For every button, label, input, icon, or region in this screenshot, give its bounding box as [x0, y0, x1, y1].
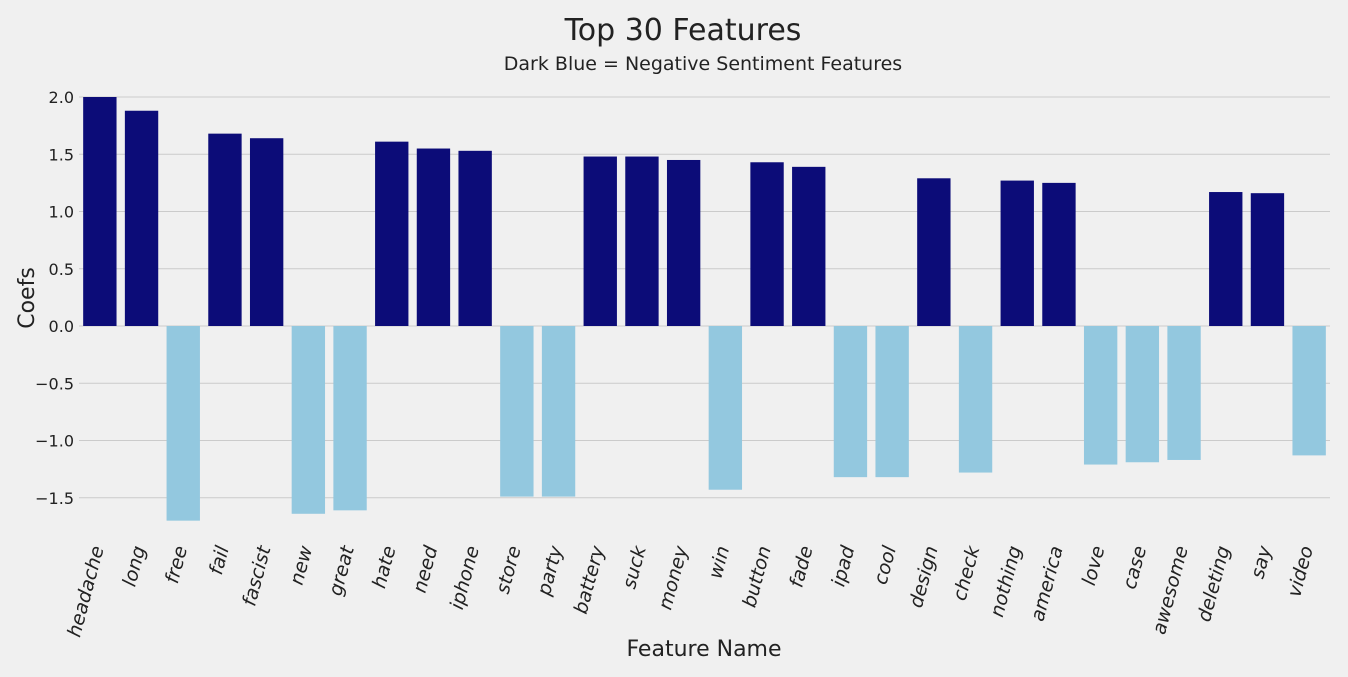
bar-button — [750, 162, 784, 326]
x-tick-label: ipad — [827, 543, 859, 589]
x-tick-label: suck — [618, 543, 651, 592]
x-tick-label: video — [1283, 544, 1318, 600]
x-tick-label: headache — [63, 544, 108, 640]
bar-money — [666, 159, 701, 326]
bar-new — [291, 326, 326, 514]
x-tick-label: fail — [205, 543, 234, 577]
bar-cool — [875, 326, 909, 478]
bar-fail — [208, 133, 242, 326]
x-tick-label: design — [905, 544, 943, 611]
bar-fascist — [249, 138, 284, 326]
bar-say — [1250, 193, 1285, 326]
x-tick-label: need — [409, 543, 443, 595]
x-tick-label: party — [533, 543, 568, 599]
x-tick-label: america — [1027, 544, 1068, 624]
y-tick-label: −0.5 — [35, 374, 74, 393]
bar-love — [1083, 326, 1118, 465]
bar-free — [166, 326, 200, 521]
x-tick-label: hate — [368, 544, 400, 591]
x-tick-label: fade — [785, 544, 817, 590]
bar-long — [124, 110, 159, 327]
bar-ipad — [833, 326, 868, 478]
chart-subtitle: Dark Blue = Negative Sentiment Features — [504, 53, 902, 75]
bar-great — [333, 326, 367, 511]
x-tick-label: cool — [870, 543, 902, 587]
bar-awesome — [1167, 326, 1201, 460]
bar-party — [541, 326, 576, 497]
bars — [83, 97, 1326, 521]
x-axis-label: Feature Name — [626, 637, 781, 662]
bar-case — [1125, 326, 1160, 463]
x-tick-label: awesome — [1148, 544, 1193, 637]
x-tick-label: money — [654, 543, 692, 612]
bar-check — [958, 326, 993, 473]
bar-design — [917, 178, 951, 326]
y-tick-label: 0.5 — [49, 260, 74, 279]
bar-suck — [625, 156, 659, 326]
x-tick-label: new — [286, 543, 318, 587]
bar-hate — [375, 141, 409, 326]
bar-store — [500, 326, 534, 497]
y-axis-ticks: −1.5 −1.0 −0.5 0.0 0.5 1.0 1.5 2.0 — [35, 88, 74, 508]
x-axis-ticks: headache long free fail fascist new great hate n… — [63, 542, 1318, 639]
bar-deleting — [1209, 192, 1243, 326]
y-tick-label: 0.0 — [49, 317, 74, 336]
y-axis-label: Coefs — [15, 267, 40, 329]
bar-iphone — [458, 150, 492, 326]
x-tick-label: win — [704, 544, 734, 581]
x-tick-label: check — [949, 543, 985, 603]
y-tick-label: 1.0 — [49, 203, 74, 222]
bar-need — [416, 148, 451, 326]
bar-win — [708, 326, 743, 490]
bar-nothing — [1000, 180, 1034, 326]
bar-battery — [583, 156, 617, 326]
chart-title: Top 30 Features — [564, 13, 802, 48]
x-tick-label: nothing — [986, 544, 1026, 620]
bar-headache — [83, 97, 117, 326]
y-tick-label: 2.0 — [49, 88, 74, 107]
y-tick-label: 1.5 — [49, 145, 74, 164]
x-tick-label: button — [738, 544, 775, 610]
x-tick-label: say — [1247, 543, 1277, 581]
x-tick-label: great — [325, 542, 360, 598]
x-tick-label: fascist — [238, 542, 276, 608]
x-tick-label: iphone — [446, 544, 484, 612]
y-tick-label: −1.5 — [35, 489, 74, 508]
x-tick-label: long — [119, 544, 151, 589]
x-tick-label: case — [1119, 544, 1152, 592]
bar-america — [1042, 182, 1076, 326]
bar-video — [1292, 326, 1326, 456]
x-tick-label: store — [492, 544, 526, 597]
x-tick-label: battery — [570, 543, 609, 616]
x-tick-label: love — [1078, 544, 1110, 588]
grid-lines — [79, 96, 1330, 499]
x-tick-label: deleting — [1193, 544, 1234, 625]
x-tick-label: free — [161, 544, 192, 586]
bar-fade — [792, 166, 826, 326]
y-tick-label: −1.0 — [35, 432, 74, 451]
